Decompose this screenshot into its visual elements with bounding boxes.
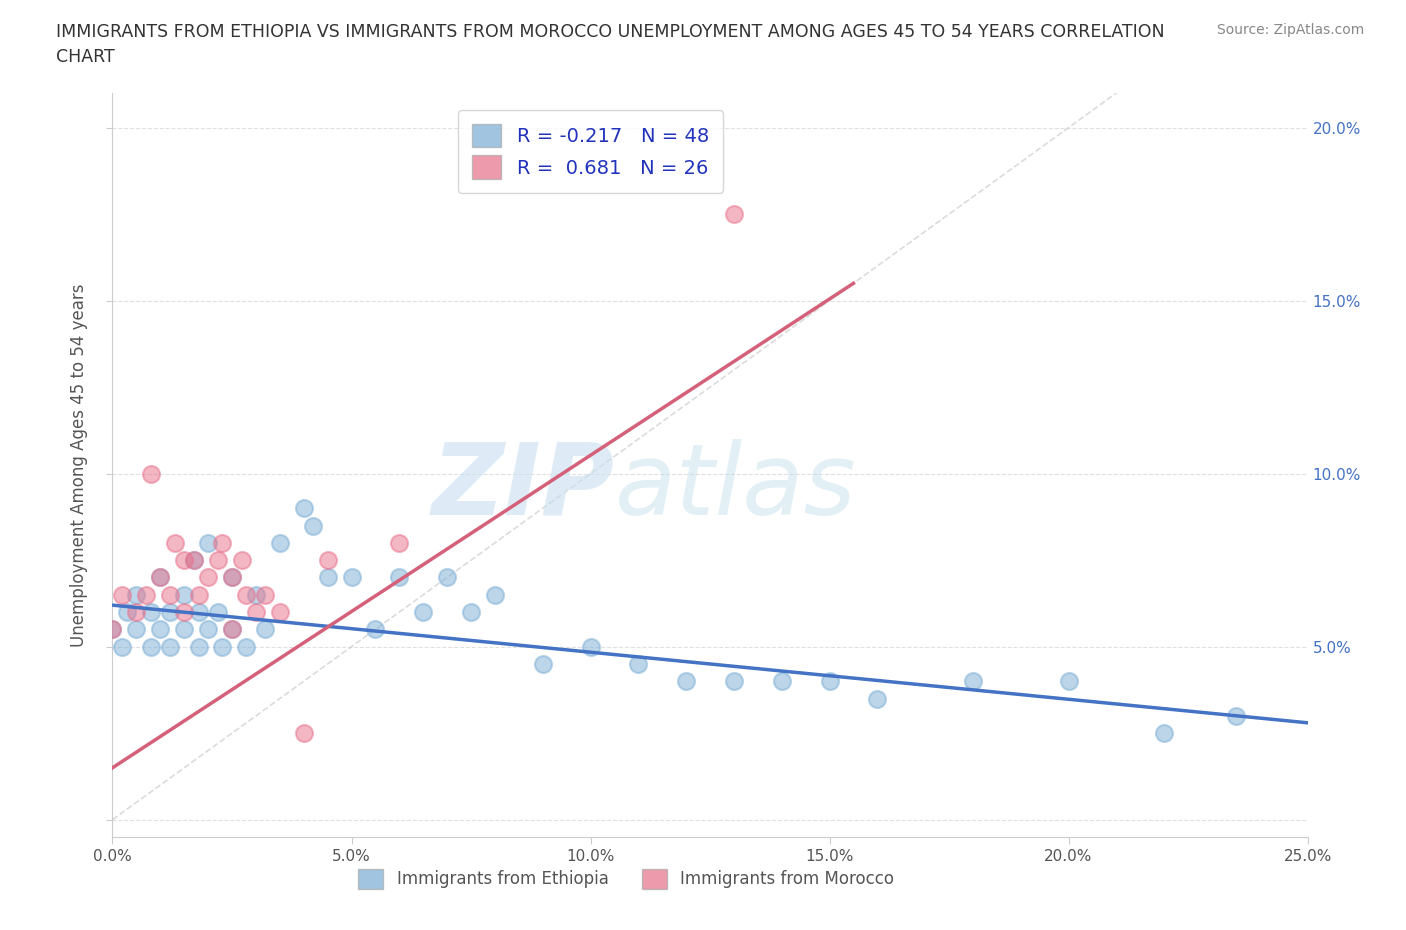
Point — [101, 622, 124, 637]
Point — [627, 657, 650, 671]
Point — [173, 588, 195, 603]
Point — [269, 536, 291, 551]
Point — [221, 622, 243, 637]
Point — [245, 588, 267, 603]
Point — [235, 588, 257, 603]
Point — [211, 639, 233, 654]
Legend: Immigrants from Ethiopia, Immigrants from Morocco: Immigrants from Ethiopia, Immigrants fro… — [352, 862, 901, 896]
Point — [197, 622, 219, 637]
Point — [125, 622, 148, 637]
Text: Source: ZipAtlas.com: Source: ZipAtlas.com — [1216, 23, 1364, 37]
Point — [460, 604, 482, 619]
Point — [675, 674, 697, 689]
Point — [531, 657, 554, 671]
Point — [723, 206, 745, 221]
Point — [211, 536, 233, 551]
Point — [139, 466, 162, 481]
Point — [436, 570, 458, 585]
Point — [221, 570, 243, 585]
Point — [254, 588, 277, 603]
Point — [235, 639, 257, 654]
Y-axis label: Unemployment Among Ages 45 to 54 years: Unemployment Among Ages 45 to 54 years — [70, 284, 89, 646]
Point — [364, 622, 387, 637]
Point — [1057, 674, 1080, 689]
Point — [159, 588, 181, 603]
Point — [187, 604, 209, 619]
Point — [101, 622, 124, 637]
Point — [302, 518, 325, 533]
Text: IMMIGRANTS FROM ETHIOPIA VS IMMIGRANTS FROM MOROCCO UNEMPLOYMENT AMONG AGES 45 T: IMMIGRANTS FROM ETHIOPIA VS IMMIGRANTS F… — [56, 23, 1164, 41]
Point — [412, 604, 434, 619]
Point — [139, 604, 162, 619]
Point — [197, 570, 219, 585]
Point — [770, 674, 793, 689]
Point — [316, 552, 339, 567]
Point — [388, 570, 411, 585]
Point — [207, 552, 229, 567]
Point — [245, 604, 267, 619]
Point — [173, 604, 195, 619]
Text: CHART: CHART — [56, 48, 115, 66]
Point — [292, 725, 315, 740]
Point — [183, 552, 205, 567]
Text: ZIP: ZIP — [432, 439, 614, 536]
Point — [173, 622, 195, 637]
Point — [231, 552, 253, 567]
Point — [149, 622, 172, 637]
Point — [149, 570, 172, 585]
Text: atlas: atlas — [614, 439, 856, 536]
Point — [111, 588, 134, 603]
Point — [818, 674, 841, 689]
Point — [1225, 709, 1247, 724]
Point — [723, 674, 745, 689]
Point — [484, 588, 506, 603]
Point — [292, 501, 315, 516]
Point — [159, 639, 181, 654]
Point — [135, 588, 157, 603]
Point — [221, 622, 243, 637]
Point — [207, 604, 229, 619]
Point — [125, 588, 148, 603]
Point — [149, 570, 172, 585]
Point — [254, 622, 277, 637]
Point — [187, 588, 209, 603]
Point — [962, 674, 984, 689]
Point — [388, 536, 411, 551]
Point — [173, 552, 195, 567]
Point — [340, 570, 363, 585]
Point — [316, 570, 339, 585]
Point — [183, 552, 205, 567]
Point — [115, 604, 138, 619]
Point — [866, 691, 889, 706]
Point — [269, 604, 291, 619]
Point — [159, 604, 181, 619]
Point — [187, 639, 209, 654]
Point — [125, 604, 148, 619]
Point — [139, 639, 162, 654]
Point — [111, 639, 134, 654]
Point — [197, 536, 219, 551]
Point — [221, 570, 243, 585]
Point — [163, 536, 186, 551]
Point — [1153, 725, 1175, 740]
Point — [579, 639, 602, 654]
